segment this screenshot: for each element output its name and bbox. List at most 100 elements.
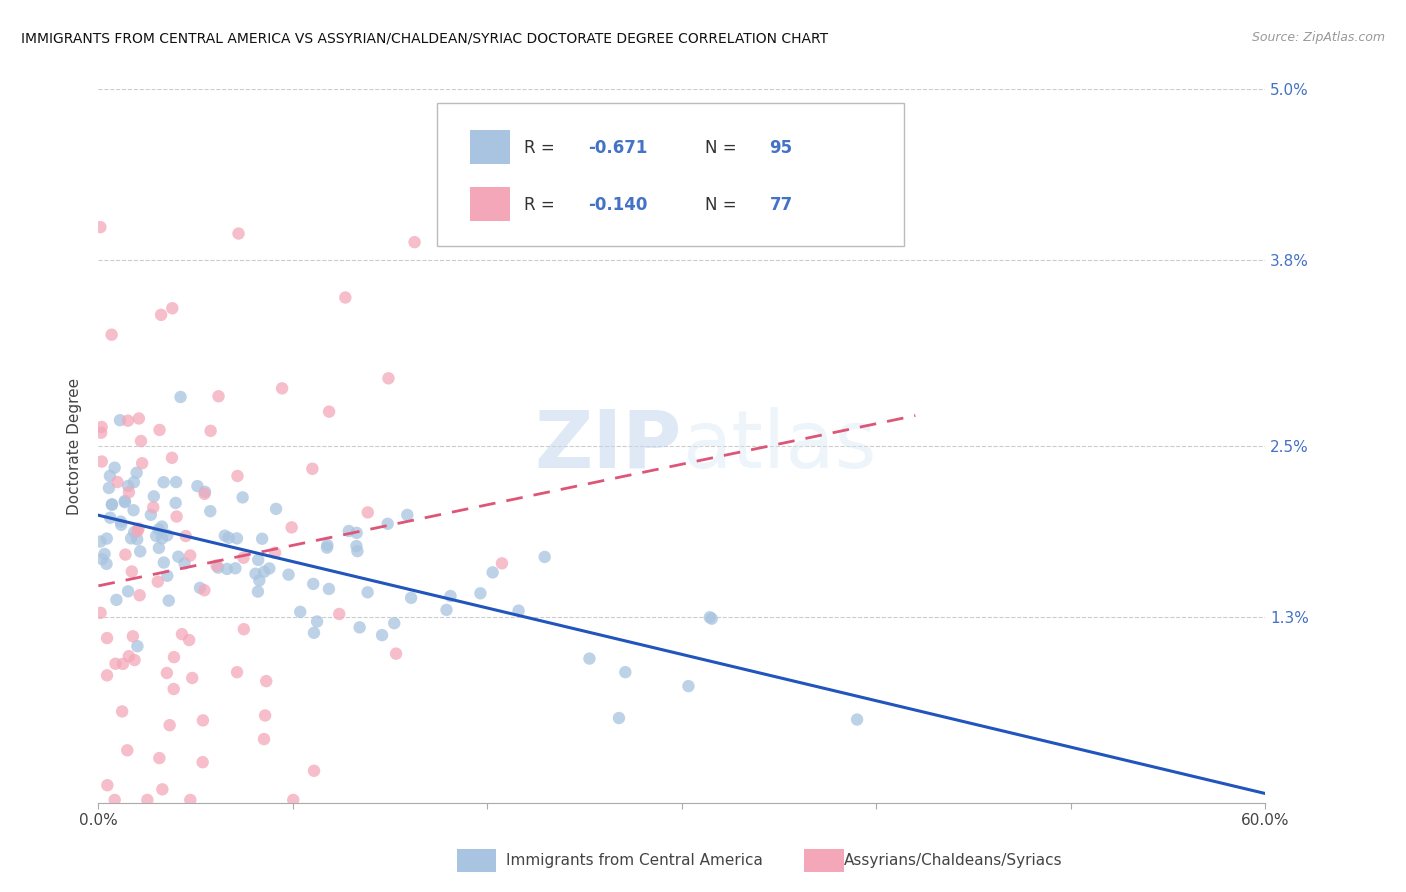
Text: ZIP: ZIP bbox=[534, 407, 682, 485]
Point bbox=[318, 404, 340, 418]
Point bbox=[271, 381, 294, 395]
Point bbox=[173, 557, 195, 571]
Point bbox=[101, 498, 124, 512]
Point bbox=[104, 793, 127, 807]
Point bbox=[128, 411, 150, 425]
Point bbox=[396, 508, 419, 522]
Point bbox=[254, 708, 277, 723]
Point bbox=[167, 549, 190, 564]
Point bbox=[215, 562, 238, 576]
Point bbox=[385, 647, 408, 661]
Point bbox=[264, 546, 287, 560]
Point bbox=[302, 577, 325, 591]
Point bbox=[302, 625, 325, 640]
Point bbox=[283, 793, 305, 807]
Point bbox=[163, 681, 186, 696]
Point bbox=[371, 628, 394, 642]
Point bbox=[127, 533, 149, 547]
Point bbox=[280, 520, 302, 534]
Point bbox=[699, 610, 721, 624]
Point bbox=[328, 607, 350, 621]
Point bbox=[377, 516, 399, 531]
Text: atlas: atlas bbox=[682, 407, 876, 485]
Point bbox=[508, 604, 530, 618]
Point bbox=[700, 612, 723, 626]
Point bbox=[357, 505, 380, 519]
Point bbox=[169, 390, 191, 404]
Point bbox=[114, 494, 136, 508]
Point bbox=[131, 456, 153, 470]
Point bbox=[614, 665, 637, 680]
Point bbox=[214, 529, 236, 543]
Point bbox=[110, 517, 132, 532]
Point bbox=[846, 713, 869, 727]
Text: IMMIGRANTS FROM CENTRAL AMERICA VS ASSYRIAN/CHALDEAN/SYRIAC DOCTORATE DEGREE COR: IMMIGRANTS FROM CENTRAL AMERICA VS ASSYR… bbox=[21, 31, 828, 45]
Point bbox=[160, 450, 183, 465]
Point bbox=[111, 705, 134, 719]
Point bbox=[96, 668, 118, 682]
Point bbox=[89, 534, 111, 549]
Point bbox=[232, 622, 254, 636]
Point bbox=[404, 235, 426, 249]
Point bbox=[156, 528, 179, 542]
Point bbox=[118, 485, 141, 500]
Point bbox=[578, 651, 600, 665]
Point bbox=[193, 583, 215, 598]
Point bbox=[186, 479, 208, 493]
Point bbox=[290, 605, 312, 619]
Point bbox=[224, 561, 246, 575]
Point bbox=[179, 793, 201, 807]
Point bbox=[163, 650, 186, 665]
Point bbox=[96, 631, 118, 645]
Point bbox=[166, 509, 188, 524]
Point bbox=[346, 544, 368, 558]
Point bbox=[129, 544, 152, 558]
Text: Immigrants from Central America: Immigrants from Central America bbox=[506, 854, 763, 868]
Point bbox=[118, 649, 141, 664]
Point bbox=[226, 469, 249, 483]
Point bbox=[218, 531, 240, 545]
Point bbox=[90, 425, 112, 440]
Point bbox=[264, 502, 287, 516]
Point bbox=[117, 479, 139, 493]
Point bbox=[228, 227, 250, 241]
Point bbox=[316, 538, 339, 552]
Point bbox=[128, 522, 150, 536]
Point bbox=[349, 620, 371, 634]
Point bbox=[153, 556, 176, 570]
Point bbox=[96, 778, 118, 792]
FancyBboxPatch shape bbox=[437, 103, 904, 246]
Point bbox=[114, 495, 136, 509]
Point bbox=[207, 560, 229, 574]
Point bbox=[250, 532, 273, 546]
Point bbox=[156, 568, 179, 582]
Point bbox=[607, 711, 630, 725]
Point bbox=[247, 574, 270, 588]
Point bbox=[127, 639, 149, 653]
Point bbox=[200, 424, 222, 438]
Text: N =: N = bbox=[706, 196, 742, 214]
Point bbox=[165, 496, 187, 510]
Point bbox=[150, 308, 173, 322]
Y-axis label: Doctorate Degree: Doctorate Degree bbox=[67, 377, 83, 515]
Text: -0.671: -0.671 bbox=[589, 139, 648, 157]
Text: R =: R = bbox=[524, 196, 561, 214]
Point bbox=[533, 549, 555, 564]
Point bbox=[335, 291, 357, 305]
Point bbox=[93, 547, 115, 561]
Point bbox=[150, 532, 173, 546]
Text: Assyrians/Chaldeans/Syriacs: Assyrians/Chaldeans/Syriacs bbox=[844, 854, 1062, 868]
Point bbox=[170, 627, 193, 641]
Point bbox=[179, 549, 201, 563]
Point bbox=[205, 558, 228, 573]
Point bbox=[356, 585, 378, 599]
Point bbox=[439, 589, 461, 603]
Point bbox=[98, 468, 121, 483]
Point bbox=[145, 529, 167, 543]
Point bbox=[122, 525, 145, 540]
Point bbox=[117, 743, 139, 757]
Point bbox=[162, 301, 184, 316]
Point bbox=[91, 552, 114, 566]
Point bbox=[193, 487, 215, 501]
Point bbox=[382, 616, 405, 631]
